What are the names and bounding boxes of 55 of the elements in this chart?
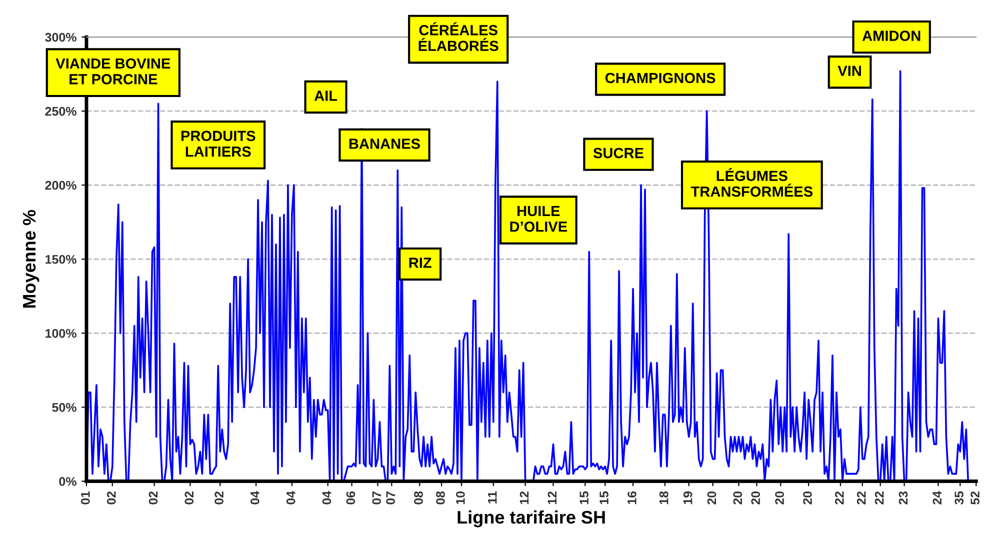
- x-axis-title: Ligne tarifaire SH: [458, 510, 605, 528]
- annotation: VIN: [838, 66, 861, 76]
- x-tick-label: 02: [184, 491, 194, 504]
- x-tick-label: 20: [751, 491, 760, 504]
- x-tick-label: 20: [707, 491, 716, 504]
- annotation: AMIDON: [862, 30, 920, 41]
- x-tick-label: 20: [775, 491, 784, 504]
- y-tick-label: 50%: [52, 403, 76, 412]
- x-tick-label: 07: [372, 492, 382, 504]
- x-tick-label: 02: [106, 491, 116, 504]
- x-tick-label: 19: [683, 491, 692, 504]
- x-tick-label: 07: [386, 492, 396, 504]
- x-tick-label: 16: [628, 491, 636, 504]
- x-tick-label: 12: [548, 491, 556, 504]
- annotation: PRODUITS LAITIERS: [181, 130, 256, 157]
- x-tick-label: 06: [346, 491, 356, 504]
- x-tick-label: 22: [856, 491, 866, 504]
- x-tick-label: 02: [148, 491, 158, 504]
- x-tick-label: 24: [932, 491, 942, 504]
- annotation: AIL: [314, 90, 338, 101]
- annotation: CÉRÉALES ÉLABORÉS: [418, 22, 498, 52]
- x-tick-label: 52: [970, 491, 980, 504]
- y-tick-label: 200%: [45, 180, 76, 190]
- annotation: BANANES: [349, 138, 420, 149]
- annotation: HUILE D’OLIVE: [510, 206, 568, 232]
- y-tick-label: 250%: [45, 106, 76, 116]
- x-tick-label: 04: [250, 491, 260, 504]
- y-axis-title: Moyenne %: [22, 210, 40, 308]
- x-tick-label: 10: [456, 491, 465, 504]
- x-tick-label: 11: [488, 491, 497, 504]
- x-tick-label: 20: [803, 491, 812, 504]
- x-tick-label: 12: [520, 491, 529, 504]
- y-tick-label: 150%: [46, 254, 76, 264]
- annotation: LÉGUMES TRANSFORMÉES: [690, 168, 813, 197]
- y-tick-label: 300%: [45, 32, 76, 42]
- y-tick-label: 0%: [59, 477, 76, 486]
- x-tick-label: 15: [580, 491, 589, 504]
- annotation: VIANDE BOVINE ET PORCINE: [56, 58, 170, 84]
- x-tick-label: 04: [286, 491, 296, 504]
- annotation: SUCRE: [593, 148, 644, 158]
- x-tick-label: 08: [436, 491, 445, 504]
- x-tick-label: 08: [414, 491, 423, 504]
- x-tick-label: 22: [874, 491, 884, 504]
- y-tick-label: 100%: [46, 328, 76, 338]
- annotation: RIZ: [409, 258, 432, 268]
- annotation: CHAMPIGNONS: [605, 72, 716, 84]
- x-tick-label: 20: [733, 491, 742, 504]
- x-tick-label: 18: [659, 491, 668, 504]
- x-tick-label: 01: [80, 491, 90, 504]
- x-tick-label: 23: [898, 491, 908, 504]
- x-tick-label: 22: [834, 491, 844, 504]
- x-tick-label: 35: [954, 491, 964, 505]
- x-tick-label: 02: [214, 491, 224, 504]
- x-tick-label: 04: [322, 491, 332, 504]
- x-tick-label: 15: [600, 491, 608, 504]
